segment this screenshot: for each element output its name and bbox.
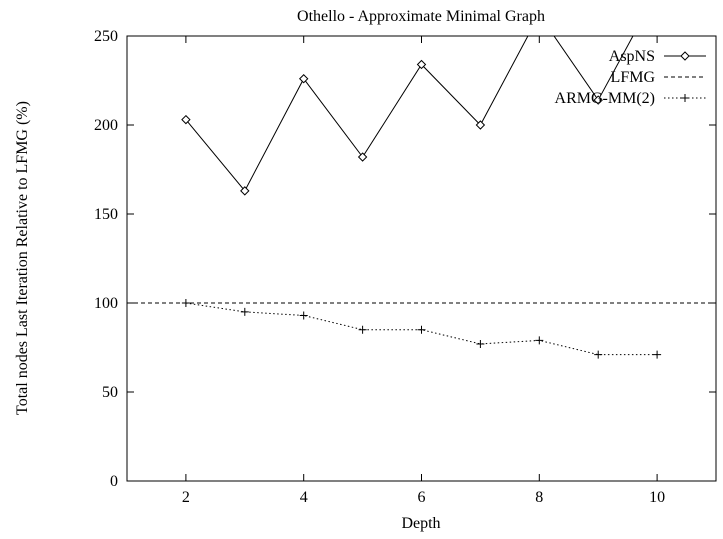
data-point: [240, 186, 250, 196]
data-point: [357, 152, 368, 162]
axis-ticks: 0 50 100 150 200 250 2 4 6 8 10: [94, 28, 716, 506]
data-point: [298, 74, 309, 84]
data-point: [593, 95, 603, 105]
legend-marker: [681, 94, 689, 102]
data-point: [181, 299, 190, 307]
legend-label: AspNS: [609, 48, 655, 65]
chart-title: Othello - Approximate Minimal Graph: [297, 8, 545, 25]
data-point: [475, 120, 486, 130]
y-axis-label: Total nodes Last Iteration Relative to L…: [14, 101, 31, 415]
y-tick-label: 50: [102, 384, 118, 401]
data-point: [181, 114, 191, 125]
data-point: [240, 307, 249, 316]
y-tick-label: 150: [94, 206, 118, 223]
x-tick-label: 2: [182, 489, 190, 506]
data-point: [299, 311, 308, 320]
legend-label: LFMG: [611, 69, 656, 86]
y-tick-label: 250: [94, 28, 118, 45]
data-point: [358, 325, 367, 334]
legend: AspNS LFMG ARMG-MM(2): [555, 48, 706, 107]
data-point: [535, 336, 544, 345]
x-axis-label: Depth: [401, 515, 440, 532]
x-tick-label: 10: [649, 489, 665, 506]
data-point: [416, 59, 427, 70]
legend-marker: [680, 51, 690, 61]
x-tick-label: 4: [300, 489, 308, 506]
y-tick-label: 0: [110, 473, 118, 490]
x-tick-label: 8: [535, 489, 543, 506]
data-point: [594, 350, 603, 359]
y-tick-label: 100: [94, 295, 118, 312]
data-point: [417, 325, 426, 334]
series-layer: [127, 36, 716, 359]
y-tick-label: 200: [94, 117, 118, 134]
series-armg-mm-2: [181, 299, 662, 359]
data-point: [476, 339, 485, 348]
series-aspns: [181, 36, 634, 196]
legend-label: ARMG-MM(2): [555, 90, 655, 107]
x-tick-label: 6: [418, 489, 426, 506]
data-point: [653, 350, 662, 359]
